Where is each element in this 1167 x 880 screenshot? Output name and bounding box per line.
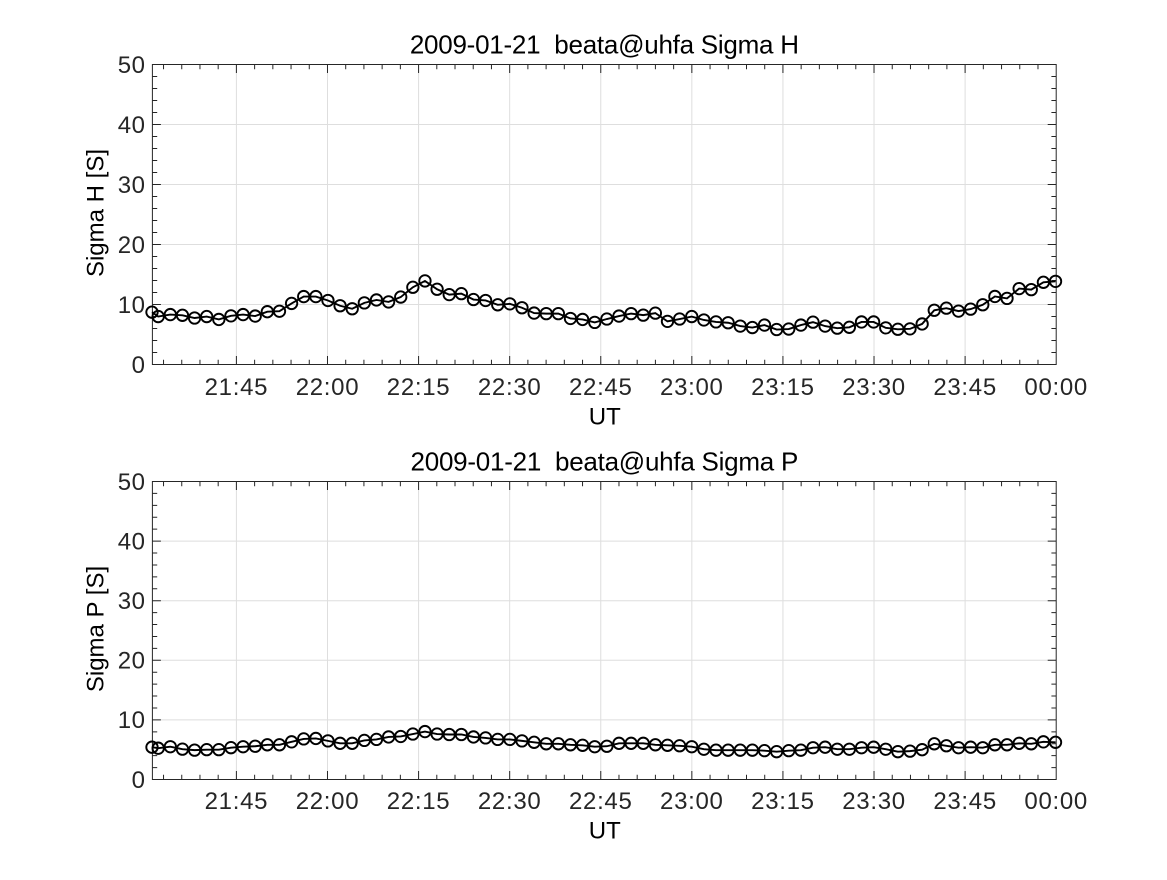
svg-text:23:30: 23:30 (842, 374, 906, 401)
svg-text:23:45: 23:45 (933, 788, 997, 815)
svg-text:23:00: 23:00 (660, 374, 724, 401)
svg-text:20: 20 (118, 232, 146, 259)
svg-text:50: 50 (118, 469, 146, 496)
svg-text:0: 0 (132, 767, 146, 794)
svg-text:Sigma P [S]: Sigma P [S] (83, 566, 110, 692)
svg-text:22:45: 22:45 (569, 788, 633, 815)
svg-text:23:30: 23:30 (842, 788, 906, 815)
svg-text:UT: UT (589, 818, 621, 845)
svg-text:23:15: 23:15 (751, 788, 815, 815)
svg-text:22:15: 22:15 (387, 374, 451, 401)
svg-text:10: 10 (118, 707, 146, 734)
svg-text:30: 30 (118, 588, 146, 615)
svg-text:22:30: 22:30 (478, 374, 542, 401)
svg-text:00:00: 00:00 (1024, 374, 1088, 401)
svg-text:2009-01-21 beata@uhfa Sigma H: 2009-01-21 beata@uhfa Sigma H (410, 30, 799, 60)
svg-text:23:45: 23:45 (933, 374, 997, 401)
svg-text:22:00: 22:00 (296, 788, 360, 815)
svg-text:50: 50 (118, 52, 146, 79)
svg-text:22:00: 22:00 (296, 374, 360, 401)
svg-text:22:15: 22:15 (387, 788, 451, 815)
svg-text:0: 0 (132, 352, 146, 379)
svg-text:Sigma H [S]: Sigma H [S] (83, 149, 110, 277)
svg-text:23:00: 23:00 (660, 788, 724, 815)
svg-text:40: 40 (118, 528, 146, 555)
svg-text:22:45: 22:45 (569, 374, 633, 401)
svg-text:UT: UT (589, 404, 621, 431)
svg-text:2009-01-21 beata@uhfa Sigma P: 2009-01-21 beata@uhfa Sigma P (411, 447, 799, 477)
svg-text:10: 10 (118, 292, 146, 319)
svg-text:21:45: 21:45 (205, 788, 269, 815)
svg-text:23:15: 23:15 (751, 374, 815, 401)
svg-text:20: 20 (118, 648, 146, 675)
svg-text:30: 30 (118, 172, 146, 199)
svg-text:40: 40 (118, 112, 146, 139)
svg-text:22:30: 22:30 (478, 788, 542, 815)
svg-text:21:45: 21:45 (205, 374, 269, 401)
svg-text:00:00: 00:00 (1024, 788, 1088, 815)
